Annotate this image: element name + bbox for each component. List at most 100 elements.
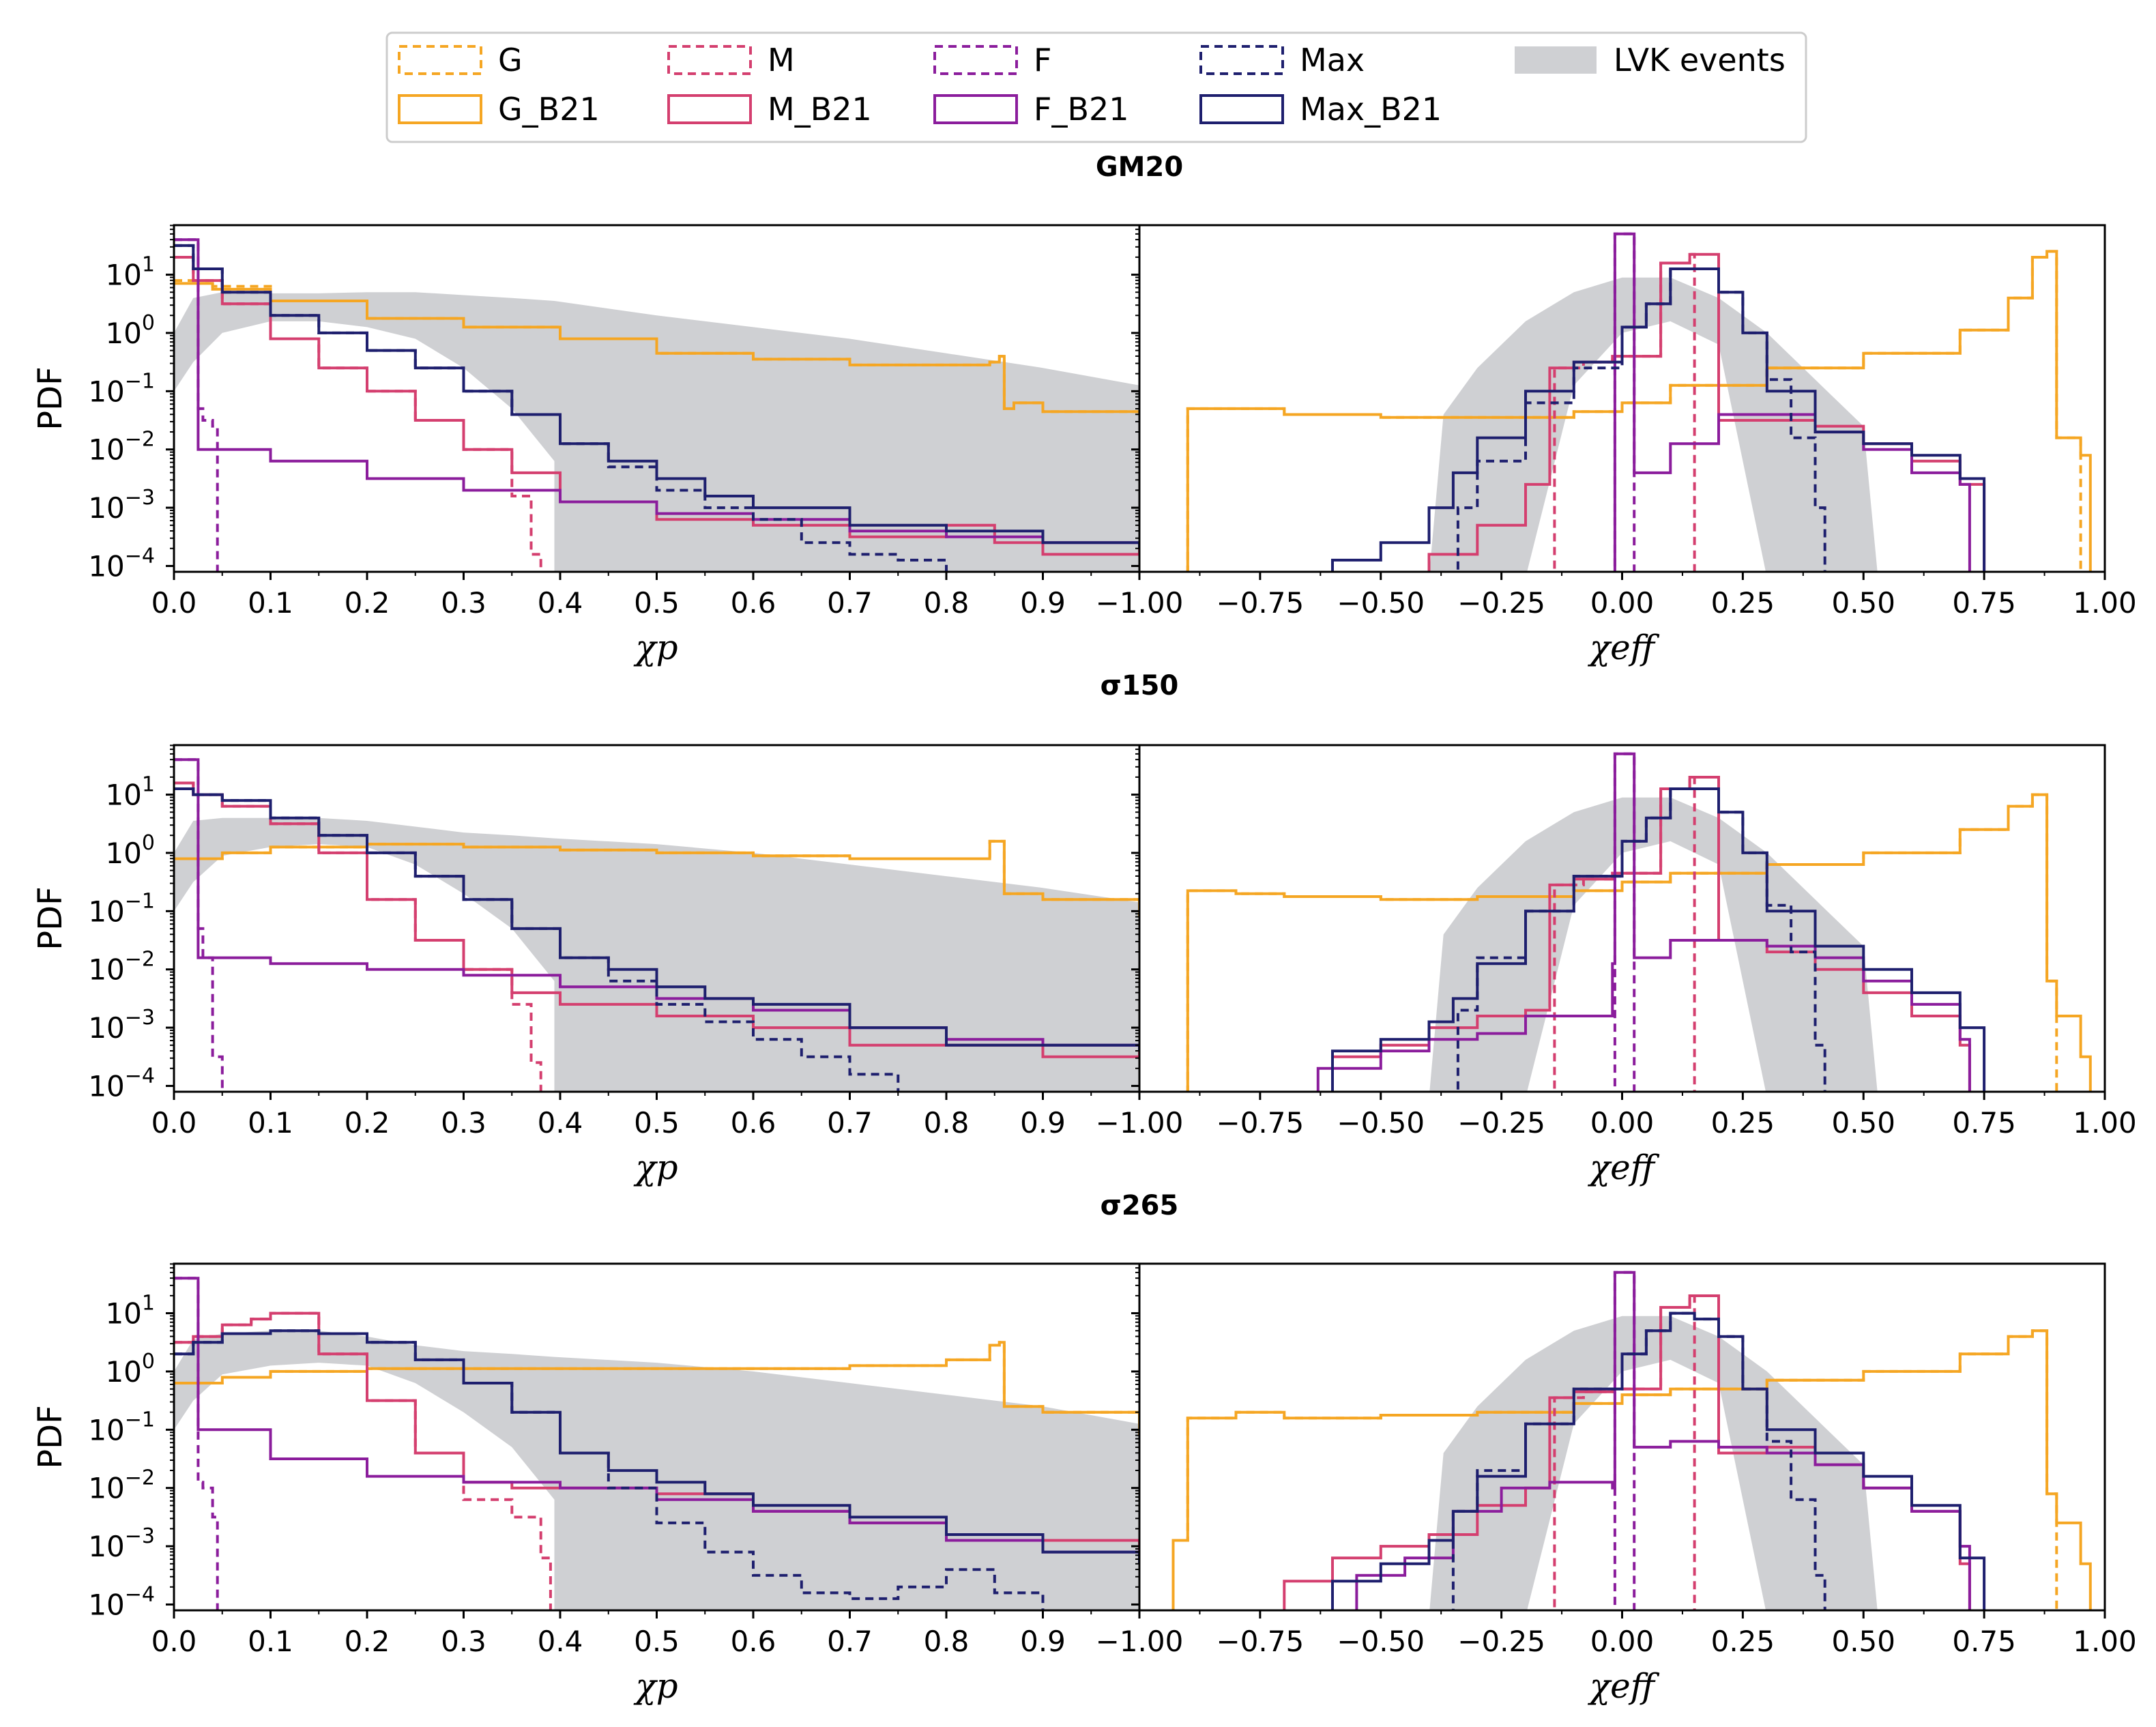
x-tick-label: 0.50 [1831, 1106, 1895, 1140]
x-tick-label: 0.0 [151, 1106, 197, 1140]
series-max-b21 [1331, 787, 1986, 1092]
y-tick-label: 101 [105, 773, 155, 812]
panel-1: σ150 0.0 0.1 0.2 0.3 0.4 0.5 0.6 0.7 0.8 0.9 χp 101 1… [31, 670, 2137, 1187]
series-max-b21 [1331, 1311, 1986, 1610]
y-tick-label: 10−4 [88, 544, 155, 583]
lvk-band [1429, 1316, 1878, 1610]
axes-chi-p: 0.0 0.1 0.2 0.3 0.4 0.5 0.6 0.7 0.8 0.9 χp 101 100 10… [31, 1262, 1141, 1706]
x-axis-label: χp [633, 628, 678, 667]
x-tick-label: 0.6 [731, 1106, 776, 1140]
series-g-b21 [1171, 1329, 2092, 1610]
x-tick-label: 0.4 [538, 1106, 583, 1140]
series-max-b21 [174, 1329, 1139, 1564]
legend-swatch [398, 45, 482, 75]
y-tick-label: 101 [105, 1292, 155, 1331]
x-tick-label: −1.00 [1096, 1106, 1184, 1140]
plot-area [1171, 1271, 2092, 1610]
x-tick-label: 0.50 [1831, 586, 1895, 620]
x-tick-label: 0.25 [1711, 586, 1775, 620]
x-axis-label: χp [633, 1666, 678, 1706]
x-tick-label: 0.6 [731, 1625, 776, 1658]
axes-frame [1138, 224, 2106, 573]
x-axis-label: χeff [1588, 628, 1660, 667]
x-tick-label: 0.2 [345, 1106, 390, 1140]
lvk-band [1429, 797, 1878, 1092]
legend-label: M_B21 [768, 91, 872, 128]
series-g-b21 [174, 1341, 1139, 1436]
plot-area [1186, 232, 2092, 572]
y-tick-label: 10−1 [88, 1408, 155, 1447]
lvk-band [1429, 277, 1878, 572]
legend-swatch [1515, 46, 1597, 74]
x-tick-label: 0.0 [151, 1625, 197, 1658]
x-tick-label: 0.5 [634, 1106, 680, 1140]
x-tick-label: 0.8 [924, 586, 970, 620]
axes-chi-p: 0.0 0.1 0.2 0.3 0.4 0.5 0.6 0.7 0.8 0.9 χp 101 100 10… [31, 224, 1141, 667]
x-tick-label: 0.7 [827, 586, 873, 620]
x-tick-label: −0.75 [1217, 586, 1305, 620]
legend-swatch [667, 94, 752, 124]
series-f-b21 [174, 758, 1139, 1051]
y-tick-label: 10−4 [88, 1064, 155, 1103]
legend-swatch [933, 45, 1018, 75]
x-tick-label: 0.75 [1952, 586, 2016, 620]
panel-title: GM20 [1096, 151, 1183, 183]
legend-swatch [1199, 45, 1284, 75]
series-g-b21 [1186, 250, 2092, 572]
x-tick-label: 0.3 [441, 586, 486, 620]
axes-chi-eff: −1.00 −0.75 −0.50 −0.25 0.00 0.25 0.50 0.75 1.00… [1096, 224, 2137, 667]
y-tick-label: 100 [105, 311, 155, 350]
x-tick-label: −1.00 [1096, 1625, 1184, 1658]
x-tick-label: 0.9 [1020, 586, 1066, 620]
series-f [174, 238, 219, 572]
plot-area [1186, 752, 2092, 1092]
plot-area [174, 238, 1139, 572]
x-tick-label: 0.2 [345, 1625, 390, 1658]
series-m [174, 256, 542, 572]
legend-swatch [398, 94, 482, 124]
legend-label: G [498, 42, 523, 78]
legend-label: G_B21 [498, 91, 600, 128]
y-tick-label: 101 [105, 253, 155, 292]
x-axis-label: χp [633, 1148, 678, 1187]
series-g-b21 [174, 839, 1139, 917]
x-tick-label: 1.00 [2073, 1625, 2137, 1658]
x-tick-label: −0.25 [1457, 1625, 1545, 1658]
legend-label: Max_B21 [1300, 91, 1442, 128]
x-tick-label: −0.25 [1457, 586, 1545, 620]
legend-entry-g-b21: G_B21 [398, 91, 600, 128]
x-tick-label: 0.7 [827, 1625, 873, 1658]
x-axis-label: χeff [1588, 1666, 1660, 1706]
series-max-b21 [1331, 267, 1986, 572]
legend-entry-lvk: LVK events [1515, 42, 1786, 78]
y-tick-label: 10−1 [88, 889, 155, 928]
y-tick-label: 10−3 [88, 486, 155, 525]
legend-label: LVK events [1614, 42, 1786, 78]
series-f-b21 [1613, 232, 1971, 572]
x-tick-label: 0.5 [634, 1625, 680, 1658]
panel-0: GM20 0.0 0.1 0.2 0.3 0.4 0.5 0.6 0.7 0.8 0.9 χp 101 1… [31, 151, 2137, 667]
axes-chi-p: 0.0 0.1 0.2 0.3 0.4 0.5 0.6 0.7 0.8 0.9 χp 101 100 10… [31, 744, 1141, 1187]
y-tick-label: 10−1 [88, 369, 155, 408]
y-tick-label: 10−4 [88, 1582, 155, 1621]
y-tick-label: 10−3 [88, 1006, 155, 1045]
panel-title: σ150 [1101, 670, 1179, 701]
x-tick-label: 0.00 [1590, 1625, 1655, 1658]
axes-chi-eff: −1.00 −0.75 −0.50 −0.25 0.00 0.25 0.50 0.75 1.00… [1096, 744, 2137, 1187]
x-tick-label: 0.7 [827, 1106, 873, 1140]
x-tick-label: −0.25 [1457, 1106, 1545, 1140]
x-tick-label: 0.50 [1831, 1625, 1895, 1658]
x-tick-label: 0.2 [345, 586, 390, 620]
panel-2: σ265 0.0 0.1 0.2 0.3 0.4 0.5 0.6 0.7 0.8 0.9 χp 101 1… [31, 1190, 2137, 1706]
legend-label: F_B21 [1034, 91, 1129, 128]
x-tick-label: 0.00 [1590, 586, 1655, 620]
y-axis-label: PDF [31, 886, 70, 950]
x-tick-label: −0.50 [1337, 1106, 1425, 1140]
x-tick-label: 0.6 [731, 586, 776, 620]
series-max-b21 [174, 787, 1139, 1051]
legend-entry-m: M [667, 42, 795, 78]
y-tick-label: 100 [105, 831, 155, 870]
plot-area [174, 1277, 1139, 1610]
legend-label: M [768, 42, 795, 78]
